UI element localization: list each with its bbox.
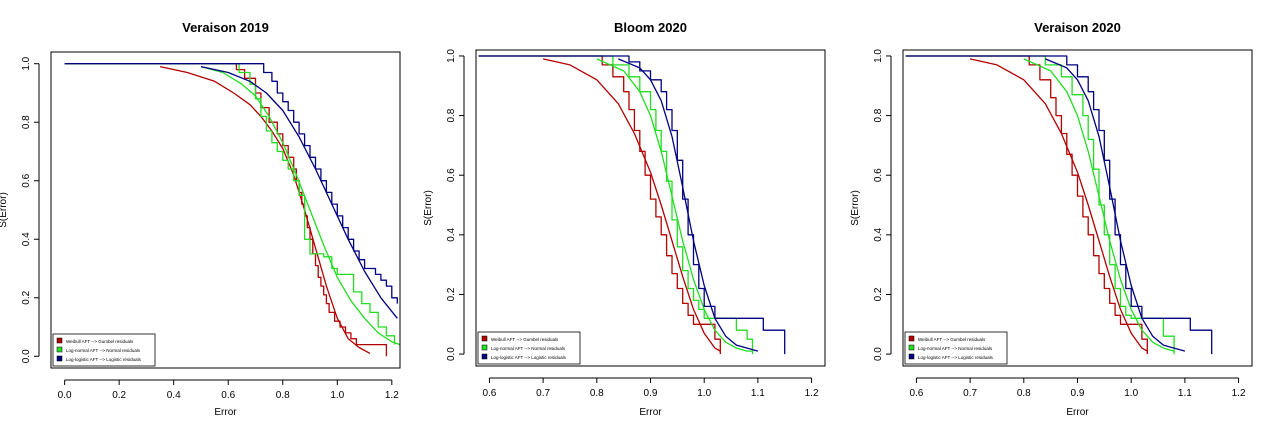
y-tick-label: 0.0	[873, 347, 884, 361]
plot-frame	[902, 49, 1253, 367]
x-tick-label: 0.2	[112, 390, 126, 401]
legend-swatch-weibull	[481, 335, 488, 342]
x-tick-label: 1.2	[1232, 388, 1246, 399]
y-tick-label: 0.4	[873, 227, 884, 241]
legend-box	[904, 331, 1008, 365]
x-axis-title: Error	[214, 407, 237, 418]
series-line-loglogistic-step	[905, 55, 1213, 355]
series-group	[64, 63, 400, 357]
y-tick-label: 0.8	[446, 108, 457, 122]
x-tick-label: 1.0	[1124, 388, 1138, 399]
x-tick-label: 0.9	[644, 388, 658, 399]
y-tick-label: 0.2	[21, 290, 32, 304]
chart-panel-1: Veraison 2019 0.0 0.2 0.4 0.6 0.8 1.0 1.2 Error 0…	[0, 20, 401, 418]
legend-entry-label: Weibull AFT --> Gumbel residuals	[918, 337, 986, 342]
legend-swatch-lognormal	[481, 344, 488, 351]
y-tick-label: 1.0	[21, 56, 32, 70]
series-line-loglogistic-curve	[1045, 58, 1186, 352]
legend-entry-label: Log-logistic AFT --> Logistic residuals	[66, 357, 142, 362]
x-tick-label: 1.1	[1178, 388, 1192, 399]
series-line-lognormal-curve	[1023, 58, 1175, 352]
y-axis-title: S(Error)	[850, 190, 861, 226]
x-tick-label: 0.7	[536, 388, 550, 399]
legend-box	[52, 333, 156, 367]
y-tick-label: 0.2	[446, 287, 457, 301]
legend-entry-label: Log-normal AFT --> Normal residuals	[491, 346, 566, 351]
y-tick-label: 0.2	[873, 287, 884, 301]
x-axis-title: Error	[639, 407, 662, 418]
x-tick-label: 1.0	[697, 388, 711, 399]
series-line-weibull-step	[478, 55, 721, 355]
y-tick-label: 1.0	[446, 49, 457, 63]
y-tick-label: 0.6	[873, 168, 884, 182]
series-line-lognormal-curve	[200, 65, 400, 346]
chart-panel-3: Veraison 2020 0.6 0.7 0.8 0.9 1.0 1.1 1.2 Error 0…	[850, 20, 1253, 418]
legend-swatch-lognormal	[56, 346, 63, 353]
y-tick-label: 0.8	[21, 115, 32, 129]
x-tick-label: 1.2	[385, 390, 399, 401]
y-tick-label: 0.4	[446, 227, 457, 241]
x-tick-label: 0.7	[963, 388, 977, 399]
chart-title: Veraison 2020	[1034, 20, 1121, 35]
series-line-loglogistic-curve	[618, 58, 759, 352]
y-tick-label: 1.0	[873, 49, 884, 63]
legend-box	[477, 331, 581, 365]
legend-swatch-loglogistic	[56, 355, 63, 362]
plot-frame	[50, 51, 401, 369]
series-line-weibull-curve	[542, 58, 721, 352]
legend-entry-label: Log-normal AFT --> Normal residuals	[66, 348, 141, 353]
y-tick-label: 0.6	[21, 173, 32, 187]
y-tick-label: 0.8	[873, 108, 884, 122]
legend: Weibull AFT --> Gumbel residuals Log-norm…	[52, 333, 156, 367]
x-tick-label: 0.8	[276, 390, 290, 401]
y-tick-label: 0.0	[446, 347, 457, 361]
x-tick-label: 1.0	[330, 390, 344, 401]
legend-entry-label: Weibull AFT --> Gumbel residuals	[66, 339, 134, 344]
chart-title: Bloom 2020	[614, 20, 687, 35]
series-line-loglogistic-curve	[200, 65, 398, 319]
legend: Weibull AFT --> Gumbel residuals Log-norm…	[904, 331, 1008, 365]
x-tick-label: 0.8	[1017, 388, 1031, 399]
x-tick-label: 0.9	[1071, 388, 1085, 399]
series-line-weibull-step	[64, 63, 388, 357]
x-tick-label: 0.0	[58, 390, 72, 401]
y-axis-title: S(Error)	[423, 190, 434, 226]
legend-swatch-lognormal	[908, 344, 915, 351]
series-group	[478, 55, 786, 355]
chart-panel-2: Bloom 2020 0.6 0.7 0.8 0.9 1.0 1.1 1.2 Error 0.0 0…	[423, 20, 826, 418]
legend-swatch-weibull	[908, 335, 915, 342]
legend-entry-label: Weibull AFT --> Gumbel residuals	[491, 337, 559, 342]
x-tick-label: 0.6	[221, 390, 235, 401]
legend-swatch-weibull	[56, 337, 63, 344]
series-line-loglogistic-step	[478, 55, 786, 355]
x-tick-label: 0.6	[482, 388, 496, 399]
legend-swatch-loglogistic	[908, 353, 915, 360]
x-tick-label: 1.2	[805, 388, 819, 399]
y-tick-label: 0.4	[21, 232, 32, 246]
series-line-loglogistic-step	[64, 63, 398, 304]
legend-entry-label: Log-normal AFT --> Normal residuals	[918, 346, 993, 351]
x-tick-label: 0.8	[590, 388, 604, 399]
y-tick-label: 0.6	[446, 168, 457, 182]
series-group	[905, 55, 1213, 355]
legend-entry-label: Log-logistic AFT --> Logistic residuals	[491, 355, 567, 360]
x-tick-label: 0.4	[167, 390, 181, 401]
series-line-weibull-step	[905, 55, 1148, 355]
series-line-lognormal-curve	[596, 58, 753, 352]
series-line-lognormal-step	[64, 63, 396, 345]
series-line-weibull-curve	[969, 58, 1148, 352]
legend-entry-label: Log-logistic AFT --> Logistic residuals	[918, 355, 994, 360]
y-axis-title: S(Error)	[0, 192, 9, 228]
x-tick-label: 0.6	[909, 388, 923, 399]
x-tick-label: 1.1	[751, 388, 765, 399]
legend-swatch-loglogistic	[481, 353, 488, 360]
y-tick-label: 0.0	[21, 349, 32, 363]
plot-frame	[475, 49, 826, 367]
series-line-lognormal-step	[905, 55, 1175, 355]
legend: Weibull AFT --> Gumbel residuals Log-norm…	[477, 331, 581, 365]
chart-title: Veraison 2019	[182, 20, 269, 35]
x-axis-title: Error	[1066, 407, 1089, 418]
